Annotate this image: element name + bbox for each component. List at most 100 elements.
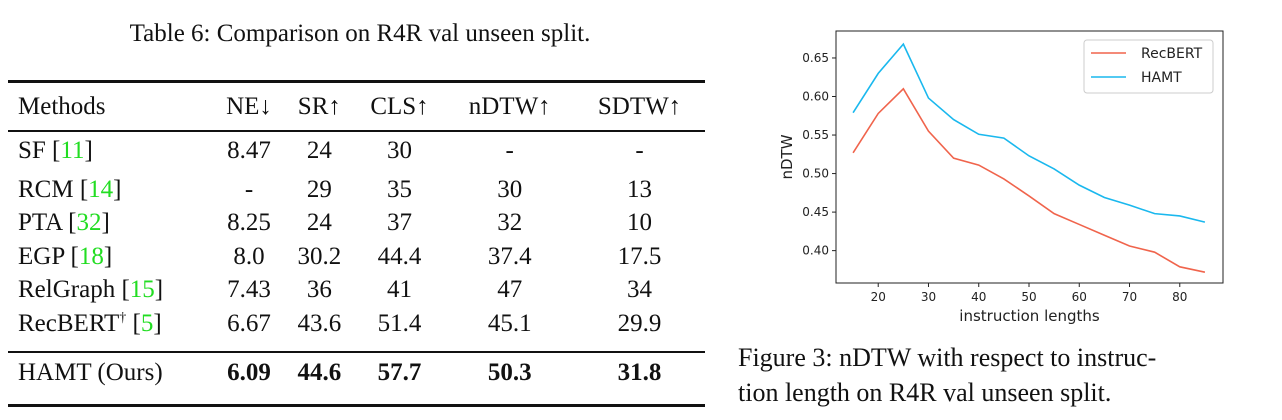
value-cell: 30.2 [297, 242, 342, 270]
method-name: RecBERT [18, 309, 120, 337]
y-tick-label: 0.65 [802, 51, 829, 65]
series-line-hamt [852, 42, 1206, 223]
best-value-cell: 50.3 [487, 358, 532, 386]
value-cell: 36 [306, 276, 332, 304]
column-header: CLS↑ [370, 93, 429, 120]
method-name: HAMT (Ours) [18, 358, 163, 386]
y-tick-label: 0.50 [802, 167, 829, 181]
best-value-cell: 31.8 [617, 358, 662, 386]
citation-link[interactable]: 18 [78, 242, 104, 270]
method-name: EGP [ [18, 242, 79, 270]
x-tick-label: 60 [1072, 290, 1087, 304]
value-cell: 24 [306, 209, 332, 237]
value-cell: 8.0 [233, 242, 265, 270]
value-cell: 45.1 [487, 309, 532, 337]
ndtw-line-chart: 20 30 40 50 60 70 80 0.40 0.45 0.50 0.55 0.60 0.65 in… [778, 30, 1224, 325]
best-value-cell: 57.7 [377, 358, 422, 386]
top-rule [8, 80, 705, 83]
y-tick-label: 0.40 [802, 244, 829, 258]
value-cell: - [635, 137, 644, 164]
bottom-rule [8, 404, 705, 407]
method-name: PTA [ [18, 209, 77, 237]
spacer [8, 341, 705, 351]
citation-link[interactable]: 5 [140, 309, 154, 337]
value-cell: 41 [387, 276, 413, 304]
legend-label: HAMT [1141, 70, 1182, 86]
header-rule [8, 130, 705, 132]
plot-frame [835, 30, 1224, 284]
citation-link[interactable]: 15 [129, 276, 155, 304]
value-cell: 43.6 [297, 309, 342, 337]
column-header: SDTW↑ [597, 93, 682, 120]
x-tick-label: 30 [921, 290, 936, 304]
y-axis-label: nDTW [778, 134, 796, 179]
value-cell: 44.4 [377, 242, 422, 270]
value-cell: 51.4 [377, 309, 422, 337]
x-tick-label: 50 [1021, 290, 1036, 304]
value-cell: 30 [497, 175, 523, 203]
column-header: nDTW↑ [468, 93, 551, 120]
value-cell: - [244, 175, 254, 203]
value-cell: 47 [497, 276, 523, 304]
column-header: NE↓ [226, 93, 272, 120]
figure-caption: Figure 3: nDTW with respect to instruc- … [738, 340, 1278, 410]
table-row: RelGraph [15] 7.43 36 41 47 34 [8, 274, 705, 308]
series-line-recbert [852, 87, 1206, 273]
value-cell: 13 [627, 175, 653, 203]
comparison-table: Methods NE↓ SR↑ CLS↑ nDTW↑ SDTW↑ SF [11] 8.47 2… [8, 85, 705, 395]
value-cell: 8.47 [227, 137, 271, 164]
value-cell: 10 [627, 209, 653, 237]
table-row: PTA [32] 8.25 24 37 32 10 [8, 207, 705, 241]
x-tick-label: 40 [971, 290, 986, 304]
x-tick-label: 20 [871, 290, 886, 304]
ours-row: HAMT (Ours) 6.09 44.6 57.7 50.3 31.8 [8, 351, 705, 395]
x-axis-label: instruction lengths [959, 307, 1100, 325]
value-cell: 29 [306, 175, 332, 203]
method-name: RelGraph [ [18, 276, 130, 304]
table-caption: Table 6: Comparison on R4R val unseen sp… [129, 20, 591, 47]
value-cell: 37 [387, 209, 413, 237]
method-name: RCM [ [18, 175, 89, 203]
y-tick-label: 0.60 [802, 90, 829, 104]
value-cell: 6.67 [227, 309, 271, 337]
value-cell: 37.4 [487, 242, 532, 270]
x-tick-label: 80 [1172, 290, 1187, 304]
value-cell: 29.9 [617, 309, 662, 337]
value-cell: 24 [306, 137, 332, 164]
best-value-cell: 6.09 [227, 358, 271, 386]
method-cell: RCM [14] [18, 175, 122, 203]
ours-rule [8, 351, 705, 353]
legend-label: RecBERT [1141, 46, 1203, 62]
table-row: EGP [18] 8.0 30.2 44.4 37.4 17.5 [8, 240, 705, 274]
x-tick-label: 70 [1122, 290, 1137, 304]
method-name: SF [ [18, 137, 61, 164]
value-cell: 35 [387, 175, 413, 203]
value-cell: 7.43 [227, 276, 271, 304]
figure-caption-line-1: Figure 3: nDTW with respect to instruc- [738, 343, 1157, 372]
value-cell: 17.5 [617, 242, 662, 270]
citation-link[interactable]: 11 [60, 137, 85, 164]
column-header: Methods [18, 93, 106, 120]
y-tick-label: 0.55 [802, 128, 829, 142]
method-cell: EGP [18] [18, 242, 113, 270]
citation-link[interactable]: 14 [88, 175, 114, 203]
value-cell: 32 [497, 209, 523, 237]
header-row: Methods NE↓ SR↑ CLS↑ nDTW↑ SDTW↑ [8, 85, 705, 129]
method-cell: PTA [32] [18, 209, 110, 237]
method-cell: RecBERT† [5] [18, 309, 162, 337]
table-row: RecBERT† [5] 6.67 43.6 51.4 45.1 29.9 [8, 307, 705, 341]
y-tick-label: 0.45 [802, 205, 829, 219]
method-cell: RelGraph [15] [18, 276, 164, 304]
table-row: RCM [14] - 29 35 30 13 [8, 173, 705, 207]
value-cell: - [505, 137, 514, 164]
citation-link[interactable]: 32 [76, 209, 102, 237]
value-cell: 34 [627, 276, 653, 304]
value-cell: 8.25 [227, 209, 271, 237]
method-cell: SF [11] [18, 137, 93, 164]
value-cell: 30 [387, 137, 413, 164]
figure-caption-line-2: tion length on R4R val unseen split. [738, 378, 1112, 407]
column-header: SR↑ [297, 93, 341, 120]
best-value-cell: 44.6 [297, 358, 342, 386]
table-row: SF [11] 8.47 24 30 - - [8, 129, 705, 173]
dagger-mark: † [119, 310, 127, 326]
